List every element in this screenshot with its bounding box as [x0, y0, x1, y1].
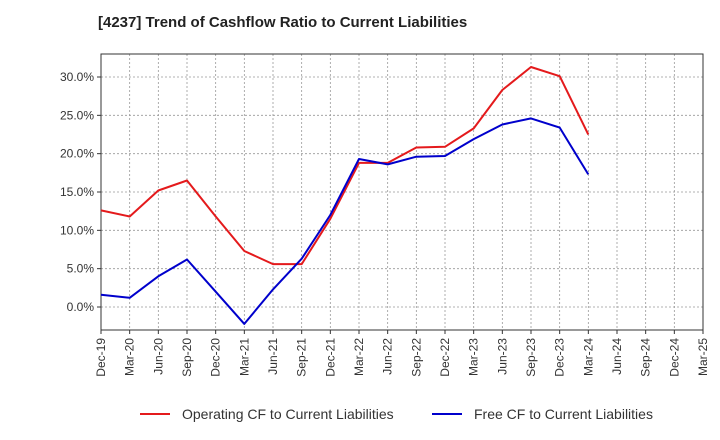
- x-tick-label: Dec-24: [667, 338, 681, 377]
- x-tick-label: Jun-21: [266, 338, 280, 375]
- y-tick-label: 10.0%: [60, 223, 94, 237]
- legend-label-2: Free CF to Current Liabilities: [474, 406, 653, 422]
- x-tick-label: Mar-20: [123, 338, 137, 376]
- x-tick-label: Mar-23: [467, 338, 481, 376]
- x-tick-label: Dec-20: [209, 338, 223, 377]
- plot-area-frame: [100, 53, 704, 331]
- x-tick-label: Jun-23: [495, 338, 509, 375]
- series-line-2: [100, 117, 590, 325]
- x-tick-label: Jun-24: [610, 338, 624, 375]
- y-tick-label: 25.0%: [60, 108, 94, 122]
- x-tick-label: Sep-24: [639, 338, 653, 377]
- x-tick-label: Sep-22: [409, 338, 423, 377]
- x-tick-label: Sep-23: [524, 338, 538, 377]
- x-tick-label: Dec-21: [323, 338, 337, 377]
- series-line-1: [100, 66, 590, 266]
- y-tick-label: 15.0%: [60, 185, 94, 199]
- y-tick-label: 5.0%: [67, 262, 95, 276]
- x-tick-label: Dec-22: [438, 338, 452, 377]
- chart-title: [4237] Trend of Cashflow Ratio to Curren…: [98, 14, 468, 31]
- x-tick-label: Sep-21: [295, 338, 309, 377]
- y-tick-label: 30.0%: [60, 70, 94, 84]
- x-tick-label: Mar-21: [237, 338, 251, 376]
- x-tick-label: Mar-24: [581, 338, 595, 376]
- x-tick-label: Dec-23: [553, 338, 567, 377]
- legend-label-1: Operating CF to Current Liabilities: [182, 406, 394, 422]
- x-tick-label: Jun-22: [381, 338, 395, 375]
- y-tick-label: 0.0%: [67, 300, 95, 314]
- x-tick-label: Dec-19: [94, 338, 108, 377]
- x-tick-label: Mar-25: [696, 338, 710, 376]
- y-tick-label: 20.0%: [60, 147, 94, 161]
- x-tick-label: Sep-20: [180, 338, 194, 377]
- x-tick-label: Jun-20: [151, 338, 165, 375]
- x-tick-label: Mar-22: [352, 338, 366, 376]
